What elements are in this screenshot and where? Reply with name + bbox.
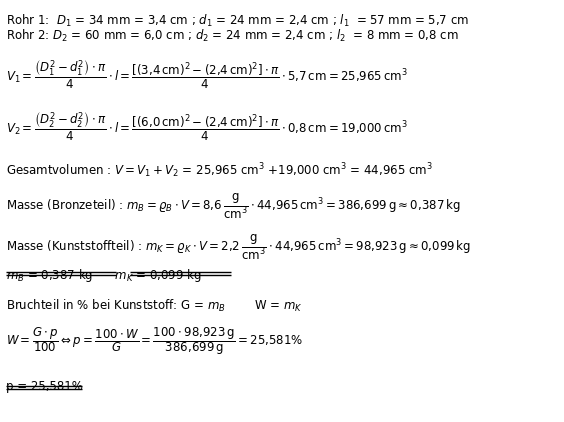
Text: $V_2 = \dfrac{\left(D_2^2 - d_2^2\right) \cdot \pi}{4} \cdot l = \dfrac{\left[(6: $V_2 = \dfrac{\left(D_2^2 - d_2^2\right)… <box>6 111 407 143</box>
Text: $V_1 = \dfrac{\left(D_1^2 - d_1^2\right) \cdot \pi}{4} \cdot l = \dfrac{\left[(3: $V_1 = \dfrac{\left(D_1^2 - d_1^2\right)… <box>6 58 407 91</box>
Text: Rohr 2: $D_2$ = 60 mm = 6,0 cm ; $d_2$ = 24 mm = 2,4 cm ; $l_2$  = 8 mm = 0,8 cm: Rohr 2: $D_2$ = 60 mm = 6,0 cm ; $d_2$ =… <box>6 27 459 43</box>
Text: Rohr 1:  $D_1$ = 34 mm = 3,4 cm ; $d_1$ = 24 mm = 2,4 cm ; $l_1$  = 57 mm = 5,7 : Rohr 1: $D_1$ = 34 mm = 3,4 cm ; $d_1$ =… <box>6 13 469 29</box>
Text: Bruchteil in % bei Kunststoff: G = $m_B$        W = $m_K$: Bruchteil in % bei Kunststoff: G = $m_B$… <box>6 298 302 314</box>
Text: p = 25,581%: p = 25,581% <box>6 380 82 393</box>
Text: Gesamtvolumen : $V = V_1 + V_2$ = 25,965 cm$^3$ +19,000 cm$^3$ = 44,965 cm$^3$: Gesamtvolumen : $V = V_1 + V_2$ = 25,965… <box>6 161 433 180</box>
Text: Masse (Kunststoffteil) : $m_K = \varrho_K \cdot V = 2{,}2\,\dfrac{\mathrm{g}}{\m: Masse (Kunststoffteil) : $m_K = \varrho_… <box>6 233 471 262</box>
Text: $W = \dfrac{G \cdot p}{100} \Leftrightarrow p = \dfrac{100 \cdot W}{G} = \dfrac{: $W = \dfrac{G \cdot p}{100} \Leftrightar… <box>6 326 303 357</box>
Text: Masse (Bronzeteil) : $m_B = \varrho_B \cdot V = 8{,}6\,\dfrac{\mathrm{g}}{\mathr: Masse (Bronzeteil) : $m_B = \varrho_B \c… <box>6 192 460 221</box>
Text: $m_B$ = 0,387 kg      $m_K$ = 0,099 kg: $m_B$ = 0,387 kg $m_K$ = 0,099 kg <box>6 267 201 284</box>
